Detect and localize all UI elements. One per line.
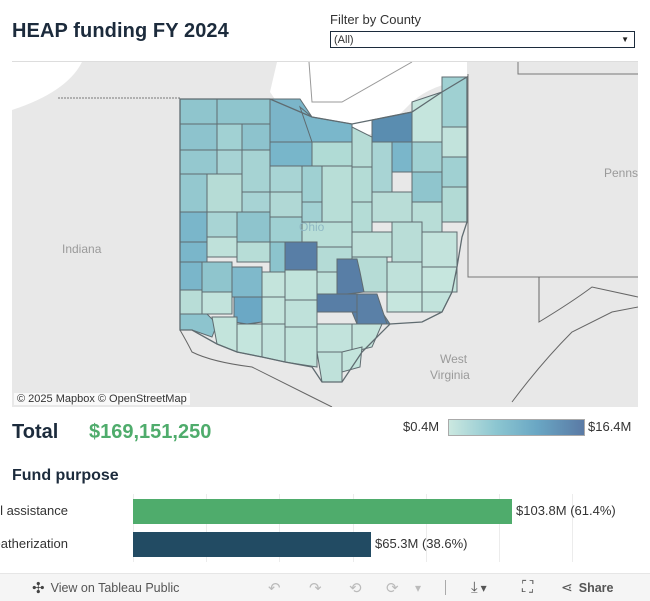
map-label-virginia: Virginia	[430, 368, 470, 382]
chevron-down-icon: ▼	[621, 35, 629, 44]
fullscreen-icon: ⛶	[522, 578, 534, 596]
ohio-outline	[179, 75, 468, 383]
download-icon: ⤓	[471, 579, 478, 596]
map-label-pennsylvania: Penns	[604, 166, 638, 180]
fullscreen-button[interactable]: ⛶	[522, 574, 533, 601]
bar-value-weatherization: $65.3M (38.6%)	[375, 536, 468, 551]
bar-bill-assistance[interactable]	[133, 499, 512, 524]
gridline	[426, 494, 427, 562]
ohio-river	[179, 329, 333, 407]
gridline	[353, 494, 354, 562]
share-button[interactable]: ⋖ Share	[561, 574, 613, 601]
filter-selected-value: (All)	[334, 34, 354, 46]
revert-button[interactable]: ⟲	[349, 574, 362, 601]
refresh-button[interactable]: ⟳	[386, 574, 399, 601]
bar-weatherization[interactable]	[133, 532, 371, 557]
download-button[interactable]: ⤓ ▾	[471, 574, 487, 601]
refresh-icon: ⟳	[386, 579, 399, 597]
legend-max: $16.4M	[588, 419, 632, 434]
view-on-tableau-public-link[interactable]: ✣ View on Tableau Public	[32, 574, 179, 601]
filter-label: Filter by County	[330, 12, 422, 27]
pa-border-north	[517, 62, 638, 75]
share-icon: ⋖	[561, 579, 573, 595]
wv-md-border	[538, 277, 638, 323]
dropdown-arrow-icon: ▾	[415, 580, 422, 595]
fund-purpose-title: Fund purpose	[12, 467, 119, 484]
ohio-counties	[179, 76, 468, 383]
indiana-border	[58, 97, 181, 330]
lake-boundary	[308, 62, 413, 103]
undo-icon: ↶	[268, 579, 281, 597]
bar-label-weatherization: Weatherization	[0, 536, 68, 551]
page-title: HEAP funding FY 2024	[12, 20, 229, 42]
gridline	[133, 494, 134, 562]
county-filter-dropdown[interactable]: (All) ▼	[330, 31, 635, 48]
bar-value-bill-assistance: $103.8M (61.4%)	[516, 503, 616, 518]
county-map[interactable]: Indiana Ohio West Virginia Penns © 2025 …	[12, 61, 638, 407]
toolbar-divider	[445, 580, 446, 595]
refresh-dropdown[interactable]: ▾	[415, 574, 421, 601]
share-label: Share	[578, 580, 614, 595]
total-value: $169,151,250	[89, 421, 212, 443]
map-label-indiana: Indiana	[62, 242, 102, 256]
map-label-west: West	[440, 352, 468, 366]
tableau-toolbar: ✣ View on Tableau Public ↶ ↷ ⟲ ⟳ ▾ ⤓ ▾ ⛶…	[0, 573, 650, 601]
tableau-logo-icon: ✣	[32, 579, 45, 597]
legend-min: $0.4M	[403, 419, 440, 434]
map-svg	[12, 62, 638, 407]
map-label-ohio: Ohio	[299, 220, 325, 234]
download-dropdown-icon: ▾	[480, 580, 487, 595]
revert-icon: ⟲	[349, 579, 362, 597]
lake-michigan	[12, 62, 82, 110]
bar-label-bill-assistance: Bill assistance	[0, 503, 68, 518]
undo-button[interactable]: ↶	[268, 574, 281, 601]
gridline	[572, 494, 573, 562]
wv-va-border	[511, 306, 638, 403]
total-label: Total	[12, 421, 59, 443]
view-on-tableau-label: View on Tableau Public	[50, 580, 180, 595]
redo-icon: ↷	[309, 579, 322, 597]
redo-button[interactable]: ↷	[309, 574, 322, 601]
map-credit[interactable]: © 2025 Mapbox © OpenStreetMap	[14, 393, 190, 405]
gridline	[279, 494, 280, 562]
color-legend-gradient	[448, 419, 585, 436]
fund-purpose-chart: Bill assistance $103.8M (61.4%) Weatheri…	[0, 494, 616, 562]
pa-border	[467, 74, 638, 278]
gridline	[499, 494, 500, 562]
gridline	[206, 494, 207, 562]
